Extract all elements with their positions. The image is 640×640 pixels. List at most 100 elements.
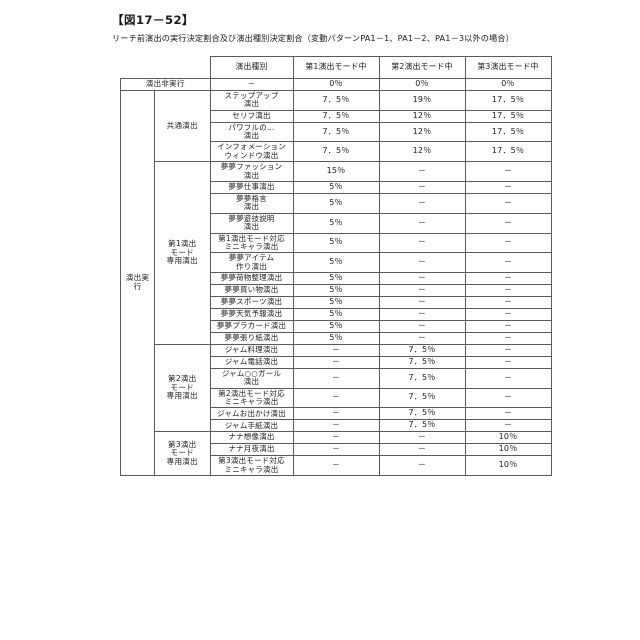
cell-mode3: 0％ bbox=[464, 78, 552, 91]
cell-mode2: － bbox=[378, 212, 466, 234]
cell-mode3: － bbox=[464, 387, 552, 409]
header-group-a-spacer bbox=[121, 57, 155, 79]
cell-mode2: 7．5％ bbox=[378, 387, 466, 409]
table-row: 夢夢仕事演出 5％－－ bbox=[121, 181, 552, 194]
cell-kind: ジャム○○ガール 演出 bbox=[209, 367, 294, 389]
cell-mode1: 0％ bbox=[292, 78, 380, 91]
cell-kind: 夢夢荷物整理演出 bbox=[209, 272, 294, 286]
cell-kind: 第3演出モード対応 ミニキャラ演出 bbox=[209, 455, 294, 476]
cell-mode2: － bbox=[378, 296, 466, 309]
cell-mode1: 5％ bbox=[292, 307, 380, 321]
cell-mode2: － bbox=[378, 232, 466, 254]
header-kind: 演出種別 bbox=[209, 56, 294, 79]
table-row: 夢夢アイテム 作り演出 5％－－ bbox=[121, 252, 552, 274]
cell-mode1: － bbox=[292, 367, 380, 389]
cell-kind: 夢夢ファッション 演出 bbox=[209, 161, 294, 183]
cell-mode3: 17．5％ bbox=[464, 121, 552, 143]
cell-mode3: 10％ bbox=[464, 431, 552, 445]
cell-mode2: 0％ bbox=[378, 78, 466, 91]
cell-kind: 夢夢張り紙演出 bbox=[209, 331, 294, 345]
cell-mode1: 5％ bbox=[292, 331, 380, 345]
cell-mode3: 10％ bbox=[464, 443, 552, 457]
cell-kind: 夢夢遊技説明 演出 bbox=[209, 212, 294, 234]
cell-kind: 夢夢プラカード演出 bbox=[209, 319, 294, 333]
cell-kind: 夢夢天気予報演出 bbox=[209, 307, 294, 321]
cell-mode1: 7．5％ bbox=[292, 121, 380, 143]
cell-mode2: － bbox=[378, 319, 466, 333]
table-row: 第3演出モード対応 ミニキャラ演出－－ 10％ bbox=[121, 455, 552, 476]
cell-kind: セリフ演出 bbox=[209, 109, 294, 123]
cell-mode3: － bbox=[464, 331, 552, 345]
header-mode3: 第3演出モード中 bbox=[464, 56, 552, 79]
cell-mode3: － bbox=[464, 367, 552, 389]
row-label-group: 第2演出 モード 専用演出 bbox=[154, 343, 211, 433]
cell-kind: － bbox=[209, 78, 294, 91]
figure-caption: リーチ前演出の実行決定割合及び演出種別決定割合（変動パターンPA1－1、PA1－… bbox=[112, 33, 514, 43]
cell-mode3: － bbox=[464, 284, 552, 298]
table-row: ナナ月夜演出－－ 10％ bbox=[121, 443, 552, 457]
table-row: ジャム電話演出－ 7．5％－ bbox=[121, 355, 552, 369]
table-body: 演出種別 第1演出モード中 第2演出モード中 第3演出モード中 演出非実行－ 0％ 0％ 0％… bbox=[120, 56, 552, 476]
cell-kind: ナナ月夜演出 bbox=[209, 443, 294, 457]
header-group-b-spacer bbox=[155, 57, 211, 79]
cell-kind: インフォメーション ウィンドウ演出 bbox=[209, 141, 294, 163]
cell-kind: 夢夢アイテム 作り演出 bbox=[209, 252, 294, 274]
cell-mode2: 19％ bbox=[378, 89, 466, 111]
cell-kind: ステップアップ 演出 bbox=[209, 89, 294, 111]
cell-mode3: － bbox=[464, 192, 552, 214]
performance-ratio-table: 演出種別 第1演出モード中 第2演出モード中 第3演出モード中 演出非実行－ 0％ 0％ 0％… bbox=[120, 56, 552, 476]
cell-mode3: － bbox=[464, 419, 552, 433]
row-label-group: 共通演出 bbox=[154, 89, 211, 163]
cell-kind: ジャム電話演出 bbox=[209, 355, 294, 369]
cell-mode1: － bbox=[292, 431, 380, 445]
cell-mode2: 7．5％ bbox=[378, 367, 466, 389]
cell-mode2: 12％ bbox=[378, 109, 466, 123]
table-row: 夢夢荷物整理演出 5％－－ bbox=[121, 272, 552, 286]
cell-mode2: － bbox=[378, 443, 466, 457]
cell-mode1: 7．5％ bbox=[292, 141, 380, 163]
cell-mode3: － bbox=[464, 319, 552, 333]
cell-mode1: － bbox=[292, 355, 380, 369]
cell-kind: 夢夢格言 演出 bbox=[209, 192, 294, 214]
cell-mode2: － bbox=[378, 431, 466, 445]
table-row: セリフ演出 7．5％ 12％ 17．5％ bbox=[121, 109, 552, 123]
cell-mode1: 15％ bbox=[292, 161, 380, 183]
cell-mode3: 17．5％ bbox=[464, 89, 552, 111]
cell-mode3: － bbox=[464, 355, 552, 369]
cell-kind: 第1演出モード対応 ミニキャラ演出 bbox=[209, 232, 294, 254]
table-row-non-exec: 演出非実行－ 0％ 0％ 0％ bbox=[120, 78, 552, 91]
cell-mode1: 5％ bbox=[292, 319, 380, 333]
cell-mode2: － bbox=[378, 307, 466, 321]
cell-mode1: － bbox=[292, 443, 380, 457]
table-row: 第2演出モード対応 ミニキャラ演出－ 7．5％－ bbox=[121, 387, 552, 409]
cell-mode1: － bbox=[292, 387, 380, 409]
table-row: 第1演出 モード 専用演出 夢夢ファッション 演出 15％－－ bbox=[121, 161, 552, 345]
cell-mode3: 17．5％ bbox=[464, 141, 552, 163]
table-row: 夢夢格言 演出 5％－－ bbox=[121, 192, 552, 214]
cell-mode2: － bbox=[378, 252, 466, 274]
cell-mode2: － bbox=[378, 284, 466, 298]
table-row: 第2演出 モード 専用演出 ジャム料理演出－ 7．5％－ bbox=[121, 343, 552, 433]
cell-mode1: 5％ bbox=[292, 212, 380, 234]
cell-mode3: － bbox=[464, 161, 552, 183]
cell-mode3: － bbox=[464, 407, 552, 421]
cell-mode2: 7．5％ bbox=[378, 407, 466, 421]
cell-kind: 夢夢仕事演出 bbox=[209, 181, 294, 194]
cell-mode1: － bbox=[292, 419, 380, 433]
cell-mode1: 7．5％ bbox=[292, 89, 380, 111]
cell-mode1: 5％ bbox=[292, 272, 380, 286]
cell-kind: 夢夢買い物演出 bbox=[209, 284, 294, 298]
cell-mode2: － bbox=[378, 192, 466, 214]
cell-mode2: － bbox=[378, 455, 466, 476]
table-row: ジャム○○ガール 演出－ 7．5％－ bbox=[121, 367, 552, 389]
row-label-group: 第1演出 モード 専用演出 bbox=[154, 161, 211, 345]
header-mode2: 第2演出モード中 bbox=[378, 56, 466, 79]
cell-mode2: 7．5％ bbox=[378, 355, 466, 369]
table-header-row: 演出種別 第1演出モード中 第2演出モード中 第3演出モード中 bbox=[121, 56, 552, 79]
cell-mode3: － bbox=[464, 181, 552, 194]
cell-mode2: 12％ bbox=[378, 141, 466, 163]
cell-kind: ジャム手紙演出 bbox=[209, 419, 294, 433]
cell-mode1: 5％ bbox=[292, 232, 380, 254]
cell-mode2: － bbox=[378, 181, 466, 194]
